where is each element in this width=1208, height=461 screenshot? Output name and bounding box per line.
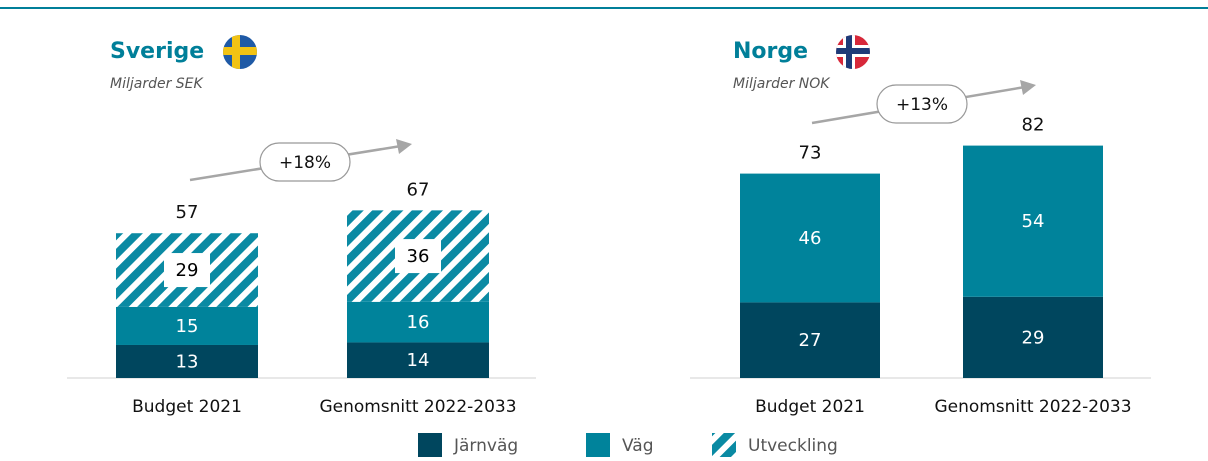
segment-label: 46 bbox=[799, 228, 822, 249]
segment-label: 15 bbox=[176, 316, 199, 337]
total-label: 67 bbox=[407, 179, 430, 200]
segment-label: 13 bbox=[176, 351, 199, 372]
legend-swatch bbox=[586, 433, 610, 457]
panel-title: Norge bbox=[733, 39, 808, 64]
segment-label: 14 bbox=[407, 350, 430, 371]
arrow-head bbox=[1020, 80, 1036, 95]
growth-pill bbox=[876, 84, 968, 124]
total-label: 73 bbox=[799, 143, 822, 164]
bar-segment bbox=[740, 302, 880, 378]
bar-segment bbox=[116, 306, 258, 345]
bar-segment bbox=[347, 301, 489, 343]
bar-segment bbox=[963, 145, 1103, 297]
panel-title: Sverige bbox=[110, 39, 204, 64]
segment-label: 36 bbox=[407, 246, 430, 267]
arrow-head bbox=[396, 139, 412, 154]
flag-no bbox=[836, 35, 870, 69]
bar-segment bbox=[116, 344, 258, 378]
legend-swatch bbox=[712, 433, 736, 457]
total-label: 57 bbox=[176, 202, 199, 223]
segment-label: 16 bbox=[407, 312, 430, 333]
legend-swatch bbox=[418, 433, 442, 457]
category-label: Budget 2021 bbox=[132, 397, 242, 417]
total-label: 82 bbox=[1022, 115, 1045, 136]
segment-label: 29 bbox=[176, 260, 199, 281]
segment-label: 27 bbox=[799, 330, 822, 351]
bar-segment bbox=[740, 173, 880, 303]
panel-subtitle: Miljarder SEK bbox=[110, 76, 205, 92]
label-box bbox=[164, 253, 210, 288]
flag-se bbox=[223, 35, 257, 69]
segment-label: 29 bbox=[1022, 327, 1045, 348]
label-box bbox=[395, 239, 441, 274]
category-label: Budget 2021 bbox=[755, 397, 865, 417]
legend-label: Utveckling bbox=[748, 436, 838, 456]
growth-label: +13% bbox=[896, 95, 948, 115]
panel-subtitle: Miljarder NOK bbox=[733, 76, 831, 92]
growth-pill bbox=[259, 142, 351, 182]
category-label: Genomsnitt 2022-2033 bbox=[934, 397, 1131, 417]
legend-label: Järnväg bbox=[453, 436, 518, 456]
growth-label: +18% bbox=[279, 153, 331, 173]
category-label: Genomsnitt 2022-2033 bbox=[319, 397, 516, 417]
bar-segment bbox=[963, 296, 1103, 378]
segment-label: 54 bbox=[1022, 211, 1045, 232]
bar-segment bbox=[347, 342, 489, 378]
legend-label: Väg bbox=[622, 436, 654, 456]
